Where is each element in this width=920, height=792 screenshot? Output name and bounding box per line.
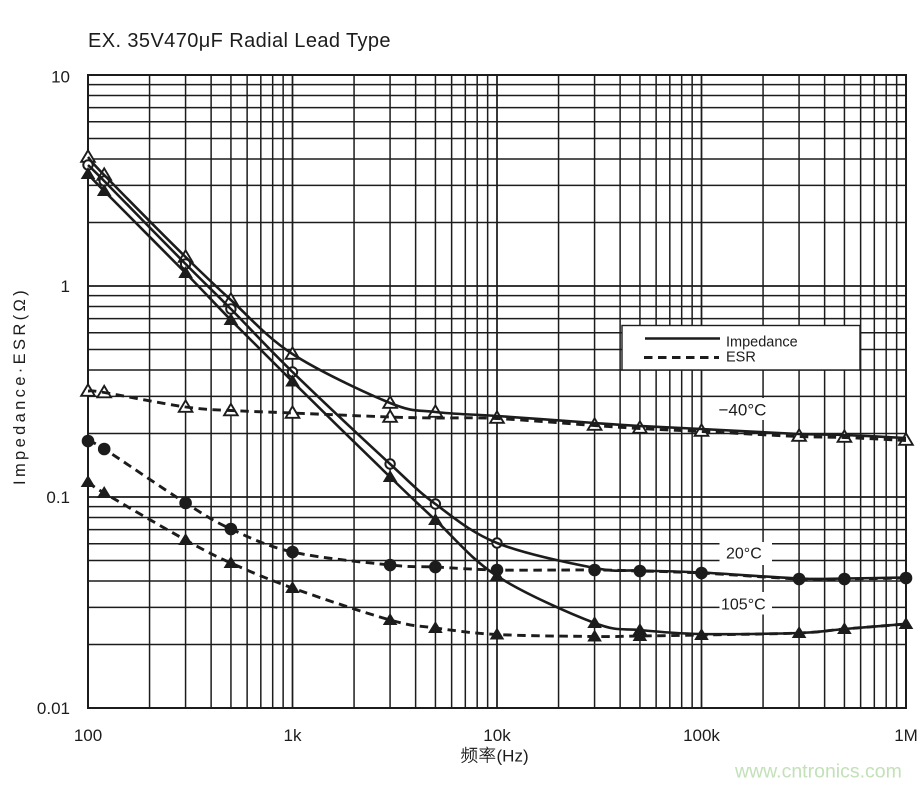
svg-text:10k: 10k	[483, 726, 511, 745]
svg-text:EX. 35V470μF Radial Lead Type: EX. 35V470μF Radial Lead Type	[88, 30, 391, 52]
svg-text:−40°C: −40°C	[719, 401, 767, 420]
svg-text:1: 1	[61, 277, 70, 296]
svg-text:100: 100	[74, 726, 102, 745]
svg-text:10: 10	[51, 68, 70, 87]
svg-text:20°C: 20°C	[726, 545, 762, 562]
svg-text:www.cntronics.com: www.cntronics.com	[734, 761, 902, 783]
svg-text:105°C: 105°C	[721, 597, 766, 614]
svg-text:1k: 1k	[284, 726, 302, 745]
svg-text:Impedance·ESR(Ω): Impedance·ESR(Ω)	[11, 287, 29, 485]
svg-text:0.01: 0.01	[37, 699, 70, 718]
svg-text:ESR: ESR	[726, 350, 756, 366]
svg-text:Impedance: Impedance	[726, 335, 798, 351]
svg-text:1M: 1M	[894, 726, 918, 745]
svg-text:(Hz): (Hz)	[497, 747, 529, 766]
svg-text:100k: 100k	[683, 726, 720, 745]
svg-text:0.1: 0.1	[46, 488, 70, 507]
